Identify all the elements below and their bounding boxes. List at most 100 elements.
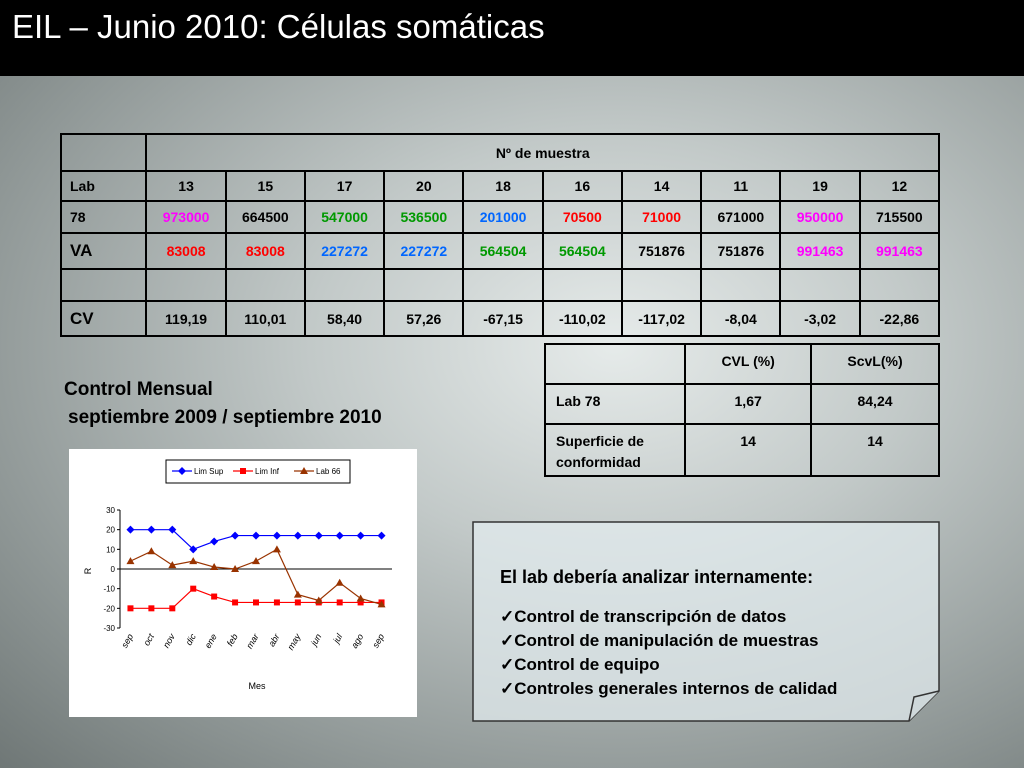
y-tick-label: -10 bbox=[103, 585, 115, 594]
cell: 14 bbox=[810, 423, 940, 477]
point bbox=[210, 537, 219, 546]
point bbox=[335, 531, 344, 540]
cell: 78 bbox=[59, 200, 148, 234]
cell: -22,86 bbox=[858, 300, 941, 337]
header-cell: ScvL(%) bbox=[810, 343, 940, 385]
point bbox=[190, 585, 197, 592]
header-cell: Nº de muestra bbox=[145, 133, 940, 172]
cell: 15 bbox=[224, 170, 306, 202]
point bbox=[314, 596, 323, 604]
point bbox=[293, 590, 302, 598]
cell bbox=[700, 268, 782, 302]
cell: 227272 bbox=[303, 232, 386, 270]
point bbox=[168, 525, 177, 534]
cell: Lab 78 bbox=[543, 383, 687, 425]
legend-box bbox=[165, 459, 351, 484]
point bbox=[168, 561, 177, 569]
note-frame bbox=[472, 521, 940, 722]
legend-marker bbox=[240, 468, 246, 474]
legend-marker bbox=[300, 467, 308, 474]
cell bbox=[224, 268, 306, 302]
cell: 751876 bbox=[700, 232, 782, 270]
cell: 70500 bbox=[541, 200, 623, 234]
cell bbox=[779, 268, 861, 302]
point bbox=[293, 531, 302, 540]
y-tick-label: 20 bbox=[106, 526, 115, 535]
cell: 751876 bbox=[620, 232, 703, 270]
cell: 664500 bbox=[224, 200, 306, 234]
cell bbox=[858, 268, 941, 302]
point bbox=[356, 594, 365, 602]
cell: 19 bbox=[779, 170, 861, 202]
point bbox=[253, 599, 259, 606]
cell: -3,02 bbox=[779, 300, 861, 337]
x-tick-label: abr bbox=[266, 631, 282, 648]
point bbox=[356, 531, 365, 540]
point bbox=[314, 531, 323, 540]
point bbox=[335, 578, 344, 586]
x-tick-label: nov bbox=[161, 632, 177, 650]
cell bbox=[383, 268, 465, 302]
y-tick-label: -20 bbox=[103, 604, 115, 613]
cell: 227272 bbox=[383, 232, 465, 270]
y-tick-label: -30 bbox=[103, 624, 115, 633]
point bbox=[273, 599, 280, 606]
note-item: ✓Control de manipulación de muestras bbox=[500, 631, 819, 650]
note-item: ✓Control de transcripción de datos bbox=[500, 607, 787, 626]
point bbox=[232, 599, 239, 606]
y-tick-label: 10 bbox=[106, 545, 115, 554]
row: CV 119,19 110,01 58,40 57,26 -67,15 -110,02 -11… bbox=[59, 300, 941, 337]
legend-label: Lim Inf bbox=[255, 467, 280, 476]
cell: 14 bbox=[620, 170, 703, 202]
point bbox=[272, 531, 281, 540]
x-tick-label: sep bbox=[370, 632, 386, 650]
legend-label: Lab 66 bbox=[316, 467, 341, 476]
y-tick-label: 30 bbox=[106, 506, 115, 515]
point bbox=[252, 531, 260, 540]
point bbox=[147, 547, 156, 555]
cell: 547000 bbox=[303, 200, 386, 234]
note-box: El lab debería analizar internamente: ✓Co… bbox=[472, 521, 940, 722]
header-cell: CVL (%) bbox=[684, 343, 813, 385]
point bbox=[189, 557, 198, 565]
summary-table: CVL (%) ScvL(%) Lab 78 1,67 84,24 Superficie … bbox=[543, 343, 940, 477]
cell: 671000 bbox=[700, 200, 782, 234]
note-item: ✓Control de equipo bbox=[500, 655, 660, 674]
legend-label: Lim Sup bbox=[194, 467, 224, 476]
point bbox=[231, 565, 240, 572]
point bbox=[336, 599, 343, 606]
point bbox=[210, 563, 219, 571]
x-tick-label: dic bbox=[184, 632, 199, 647]
note-heading: El lab debería analizar internamente: bbox=[500, 567, 814, 587]
cell: 58,40 bbox=[303, 300, 386, 337]
cell bbox=[303, 268, 386, 302]
cell: 12 bbox=[858, 170, 941, 202]
header-row: CVL (%) ScvL(%) bbox=[543, 343, 940, 385]
point bbox=[377, 531, 386, 540]
cell: -110,02 bbox=[541, 300, 623, 337]
legend-marker bbox=[178, 467, 186, 475]
cell: 564504 bbox=[462, 232, 544, 270]
note-text: El lab debería analizar internamente: ✓Co… bbox=[500, 565, 837, 701]
cell: CV bbox=[59, 300, 148, 337]
y-tick-label: 0 bbox=[111, 565, 116, 574]
caption-line: Control Mensual bbox=[64, 379, 213, 400]
cell: Lab bbox=[59, 170, 148, 202]
cell: 110,01 bbox=[224, 300, 306, 337]
point bbox=[272, 545, 281, 553]
cell: 564504 bbox=[541, 232, 623, 270]
point bbox=[252, 557, 260, 565]
cell: 16 bbox=[541, 170, 623, 202]
row bbox=[59, 268, 941, 302]
point bbox=[126, 557, 135, 565]
cell: -8,04 bbox=[700, 300, 782, 337]
caption-line: septiembre 2009 / septiembre 2010 bbox=[68, 407, 382, 428]
cell: 1,67 bbox=[684, 383, 813, 425]
cell: 201000 bbox=[462, 200, 544, 234]
x-tick-label: oct bbox=[141, 632, 156, 648]
cell bbox=[59, 133, 148, 172]
cell: 536500 bbox=[383, 200, 465, 234]
cell: 71000 bbox=[620, 200, 703, 234]
cell: 11 bbox=[700, 170, 782, 202]
